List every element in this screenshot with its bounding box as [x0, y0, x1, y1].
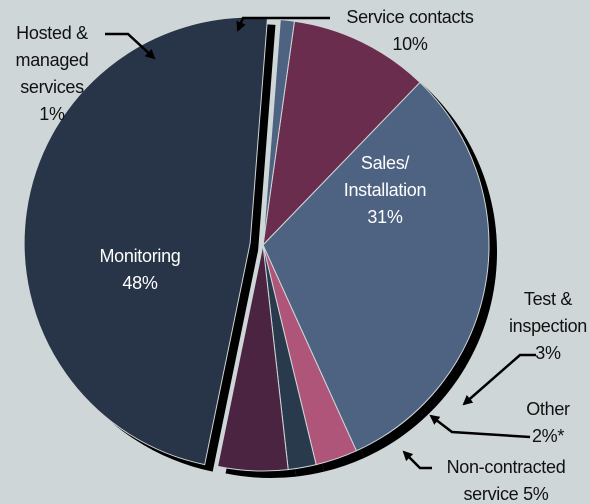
- pie-slice: [262, 19, 296, 246]
- pie-slice: [216, 244, 289, 472]
- category-name: Non-contracted service: [446, 457, 566, 504]
- category-name: Hosted & managed services: [15, 23, 89, 97]
- slice-label: Test & inspection 3%: [500, 286, 590, 367]
- leader-line: [429, 414, 531, 439]
- pie-slice: [262, 20, 421, 247]
- value-label: 3%: [535, 343, 561, 363]
- category-name: Other: [526, 399, 570, 419]
- slice-label: Service contacts 10%: [310, 4, 510, 58]
- value-label: 10%: [392, 34, 428, 54]
- category-name: Service contacts: [346, 7, 474, 27]
- category-name: Sales/ Installation: [343, 153, 427, 200]
- category-name: Test & inspection: [508, 289, 588, 336]
- value-label: 48%: [122, 273, 158, 293]
- slice-label: Sales/ Installation 31%: [325, 150, 445, 231]
- category-name: Monitoring: [99, 246, 181, 266]
- value-label: 2%*: [531, 426, 565, 446]
- leader-line: [402, 450, 432, 470]
- pie-slice: [23, 16, 269, 466]
- pie-slice: [262, 81, 490, 452]
- value-label: 31%: [367, 207, 403, 227]
- leader-line: [105, 32, 156, 60]
- slice-label: Non-contracted service 5%: [436, 454, 576, 504]
- leader-line: [462, 353, 536, 406]
- value-label: 5%: [523, 484, 549, 504]
- slice-label: Hosted & managed services 1%: [7, 20, 97, 128]
- leader-line: [236, 16, 330, 32]
- value-label: 1%: [39, 104, 65, 124]
- slice-label: Monitoring 48%: [80, 243, 200, 297]
- slice-label: Other 2%*: [508, 396, 588, 450]
